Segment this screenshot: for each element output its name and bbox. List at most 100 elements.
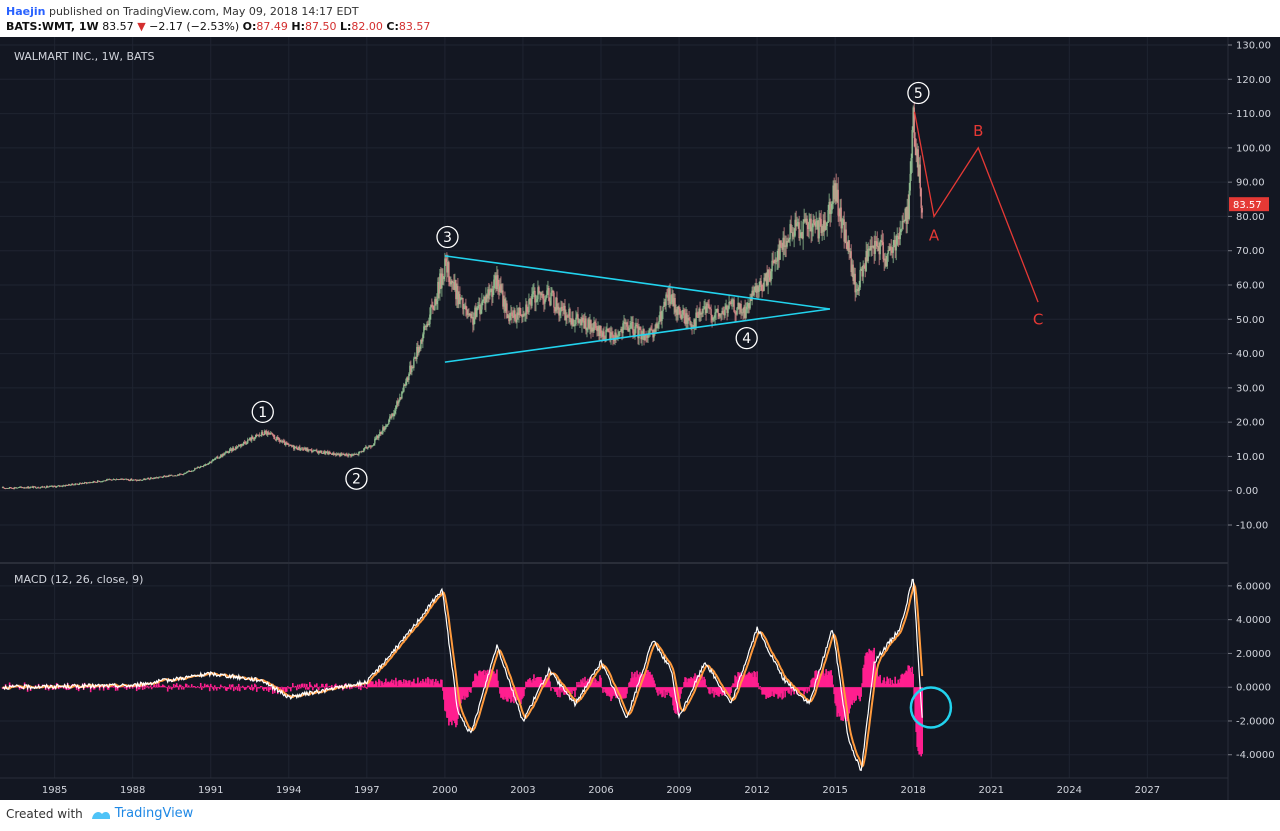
candle-body[interactable] bbox=[67, 484, 70, 486]
candle-body[interactable] bbox=[768, 270, 770, 278]
candle-body[interactable] bbox=[291, 445, 293, 447]
candle-body[interactable] bbox=[347, 455, 349, 457]
candle-body[interactable] bbox=[204, 465, 206, 466]
candle-body[interactable] bbox=[541, 294, 543, 296]
candle-body[interactable] bbox=[445, 258, 447, 262]
candle-body[interactable] bbox=[700, 313, 702, 315]
candle-body[interactable] bbox=[466, 309, 468, 315]
candle-body[interactable] bbox=[654, 329, 656, 332]
candle-body[interactable] bbox=[380, 431, 382, 435]
candle-body[interactable] bbox=[13, 487, 16, 489]
candle-body[interactable] bbox=[547, 288, 549, 291]
candle-body[interactable] bbox=[89, 482, 92, 484]
candle-body[interactable] bbox=[497, 275, 499, 287]
candle-body[interactable] bbox=[798, 222, 800, 239]
candle-body[interactable] bbox=[744, 306, 746, 318]
candle-body[interactable] bbox=[773, 260, 775, 264]
candle-body[interactable] bbox=[678, 306, 680, 309]
candle-body[interactable] bbox=[436, 300, 438, 305]
candle-body[interactable] bbox=[7, 488, 10, 489]
candle-body[interactable] bbox=[229, 449, 231, 452]
candle-body[interactable] bbox=[900, 229, 902, 233]
candle-body[interactable] bbox=[299, 446, 301, 450]
candle-body[interactable] bbox=[61, 486, 64, 487]
candle-body[interactable] bbox=[273, 434, 275, 437]
candle-body[interactable] bbox=[392, 413, 394, 417]
candle-body[interactable] bbox=[35, 487, 38, 489]
candle-body[interactable] bbox=[760, 280, 762, 285]
candle-body[interactable] bbox=[2, 487, 5, 489]
candle-body[interactable] bbox=[505, 303, 507, 312]
candle-body[interactable] bbox=[767, 270, 769, 286]
candle-body[interactable] bbox=[18, 487, 21, 488]
candle-body[interactable] bbox=[119, 479, 122, 480]
candle-body[interactable] bbox=[63, 485, 66, 487]
candle-body[interactable] bbox=[20, 486, 23, 488]
candle-body[interactable] bbox=[516, 312, 518, 323]
candle-body[interactable] bbox=[513, 310, 515, 318]
candle-body[interactable] bbox=[896, 235, 898, 245]
candle-body[interactable] bbox=[311, 449, 313, 452]
candle-body[interactable] bbox=[171, 474, 173, 476]
candle-body[interactable] bbox=[622, 323, 624, 334]
candle-body[interactable] bbox=[632, 321, 634, 334]
candle-body[interactable] bbox=[368, 446, 370, 448]
candle-body[interactable] bbox=[722, 310, 724, 314]
candle-body[interactable] bbox=[669, 288, 671, 304]
candle-body[interactable] bbox=[593, 322, 595, 332]
candle-body[interactable] bbox=[818, 217, 820, 239]
candle-body[interactable] bbox=[164, 475, 166, 477]
candle-body[interactable] bbox=[460, 298, 462, 301]
triangle-upper-line[interactable] bbox=[444, 255, 831, 310]
candle-body[interactable] bbox=[866, 250, 868, 261]
candle-body[interactable] bbox=[217, 456, 219, 459]
candle-body[interactable] bbox=[111, 479, 114, 481]
abc-label-a[interactable]: A bbox=[929, 226, 940, 244]
candle-body[interactable] bbox=[300, 449, 302, 451]
candle-body[interactable] bbox=[199, 467, 201, 468]
candle-body[interactable] bbox=[840, 207, 842, 229]
candle-body[interactable] bbox=[554, 307, 556, 312]
candle-body[interactable] bbox=[589, 320, 591, 329]
candle-body[interactable] bbox=[293, 445, 295, 449]
candle-body[interactable] bbox=[719, 313, 721, 317]
candle-body[interactable] bbox=[905, 208, 907, 224]
candle-body[interactable] bbox=[808, 222, 810, 230]
candle-body[interactable] bbox=[241, 444, 243, 446]
candle-body[interactable] bbox=[455, 279, 457, 300]
candle-body[interactable] bbox=[120, 478, 123, 480]
candle-body[interactable] bbox=[399, 397, 401, 401]
candle-body[interactable] bbox=[88, 482, 91, 484]
candle-body[interactable] bbox=[439, 273, 441, 294]
candle-body[interactable] bbox=[117, 479, 120, 481]
candle-body[interactable] bbox=[168, 475, 170, 477]
candle-body[interactable] bbox=[60, 485, 63, 487]
candle-body[interactable] bbox=[161, 476, 163, 478]
candle-body[interactable] bbox=[16, 487, 19, 489]
candle-body[interactable] bbox=[237, 446, 239, 448]
candle-body[interactable] bbox=[553, 292, 555, 308]
candle-body[interactable] bbox=[607, 328, 609, 332]
candle-body[interactable] bbox=[695, 312, 697, 327]
candle-body[interactable] bbox=[251, 436, 253, 441]
candle-body[interactable] bbox=[690, 324, 692, 326]
candle-body[interactable] bbox=[206, 464, 208, 466]
candle-body[interactable] bbox=[498, 286, 500, 292]
candle-body[interactable] bbox=[894, 240, 896, 251]
candle-body[interactable] bbox=[409, 365, 411, 375]
candle-body[interactable] bbox=[318, 450, 320, 454]
candle-body[interactable] bbox=[473, 318, 475, 325]
candle-body[interactable] bbox=[779, 240, 781, 260]
candle-body[interactable] bbox=[841, 219, 843, 229]
candle-body[interactable] bbox=[166, 476, 168, 477]
candle-body[interactable] bbox=[355, 454, 357, 455]
candle-body[interactable] bbox=[388, 419, 390, 424]
candle-body[interactable] bbox=[904, 208, 906, 221]
candle-body[interactable] bbox=[140, 480, 143, 481]
candle-body[interactable] bbox=[350, 454, 352, 457]
candle-body[interactable] bbox=[232, 448, 234, 451]
candle-body[interactable] bbox=[238, 445, 240, 447]
candle-body[interactable] bbox=[736, 307, 738, 315]
candle-body[interactable] bbox=[679, 308, 681, 316]
